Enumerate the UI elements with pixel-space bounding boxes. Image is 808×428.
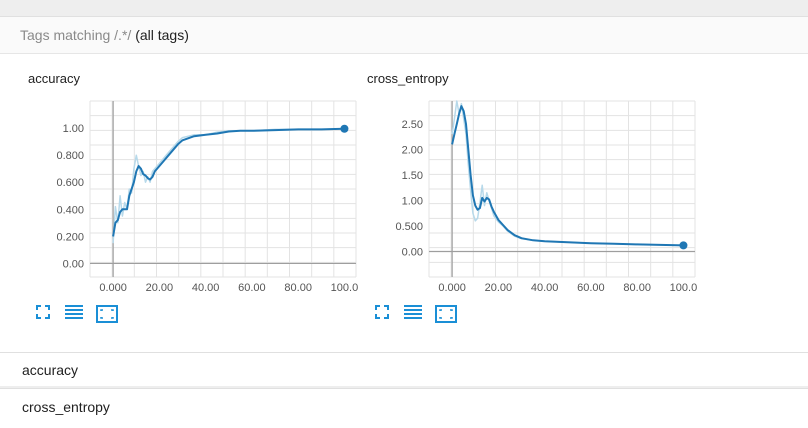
y-tick-label: 2.50 bbox=[402, 119, 423, 131]
y-tick-label: 1.00 bbox=[402, 195, 423, 207]
fullscreen-icon[interactable] bbox=[375, 305, 397, 325]
x-tick-label: 80.00 bbox=[623, 282, 651, 294]
y-tick-label: 0.800 bbox=[56, 150, 84, 162]
last-point-marker bbox=[340, 124, 349, 133]
x-tick-label: 40.00 bbox=[192, 282, 220, 294]
tags-header-prefix: Tags matching bbox=[20, 27, 111, 43]
accuracy-chart-svg: 0.000 20.00 40.00 60.00 80.00 100.0 0.00 0.200 0… bbox=[56, 100, 358, 294]
chart-title: cross_entropy bbox=[367, 71, 449, 86]
y-tick-label: 0.200 bbox=[56, 231, 84, 243]
tag-group-accuracy[interactable]: accuracy bbox=[0, 352, 808, 386]
y-tick-label: 0.400 bbox=[56, 204, 84, 216]
chart-title: accuracy bbox=[28, 71, 81, 86]
x-tick-label: 40.00 bbox=[531, 282, 559, 294]
fullscreen-icon[interactable] bbox=[36, 305, 58, 325]
smoothed-series-line bbox=[112, 127, 345, 237]
x-tick-label: 100.0 bbox=[331, 282, 358, 294]
tags-header-suffix: (all tags) bbox=[135, 27, 189, 43]
raw-series-line bbox=[112, 128, 345, 244]
raw-series-line bbox=[451, 100, 684, 247]
y-tick-label: 1.00 bbox=[63, 123, 84, 135]
list-icon[interactable] bbox=[65, 305, 87, 325]
fit-domain-icon[interactable] bbox=[96, 305, 118, 325]
x-tick-label: 0.000 bbox=[438, 282, 466, 294]
last-point-marker bbox=[679, 241, 688, 250]
cross-entropy-chart-svg: 0.000 20.00 40.00 60.00 80.00 100.0 0.00 0.500 1… bbox=[395, 100, 697, 294]
tags-card: Tags matching /.*/ (all tags) accuracy 0… bbox=[0, 16, 808, 352]
smoothed-series-line bbox=[451, 105, 684, 247]
x-tick-label: 80.00 bbox=[284, 282, 312, 294]
y-tick-label: 0.00 bbox=[63, 258, 84, 270]
list-icon[interactable] bbox=[404, 305, 426, 325]
accuracy-chart: accuracy 0.000 20.00 40.00 60.00 80.00 100.0 0… bbox=[28, 69, 358, 329]
cross-entropy-chart: cross_entropy 0.000 20.00 40.00 60.00 80.00 1… bbox=[367, 69, 697, 329]
y-tick-label: 0.600 bbox=[56, 177, 84, 189]
x-tick-label: 60.00 bbox=[577, 282, 605, 294]
y-tick-label: 1.50 bbox=[402, 170, 423, 182]
tags-header: Tags matching /.*/ (all tags) bbox=[0, 17, 808, 54]
y-tick-label: 2.00 bbox=[402, 144, 423, 156]
tags-header-pattern: /.*/ bbox=[114, 27, 132, 43]
x-tick-label: 0.000 bbox=[99, 282, 127, 294]
x-tick-label: 20.00 bbox=[146, 282, 174, 294]
tag-group-cross-entropy[interactable]: cross_entropy bbox=[0, 388, 808, 428]
y-tick-label: 0.500 bbox=[395, 221, 423, 233]
x-tick-label: 100.0 bbox=[670, 282, 697, 294]
x-tick-label: 20.00 bbox=[485, 282, 513, 294]
fit-domain-icon[interactable] bbox=[435, 305, 457, 325]
x-tick-label: 60.00 bbox=[238, 282, 266, 294]
y-tick-label: 0.00 bbox=[402, 246, 423, 258]
